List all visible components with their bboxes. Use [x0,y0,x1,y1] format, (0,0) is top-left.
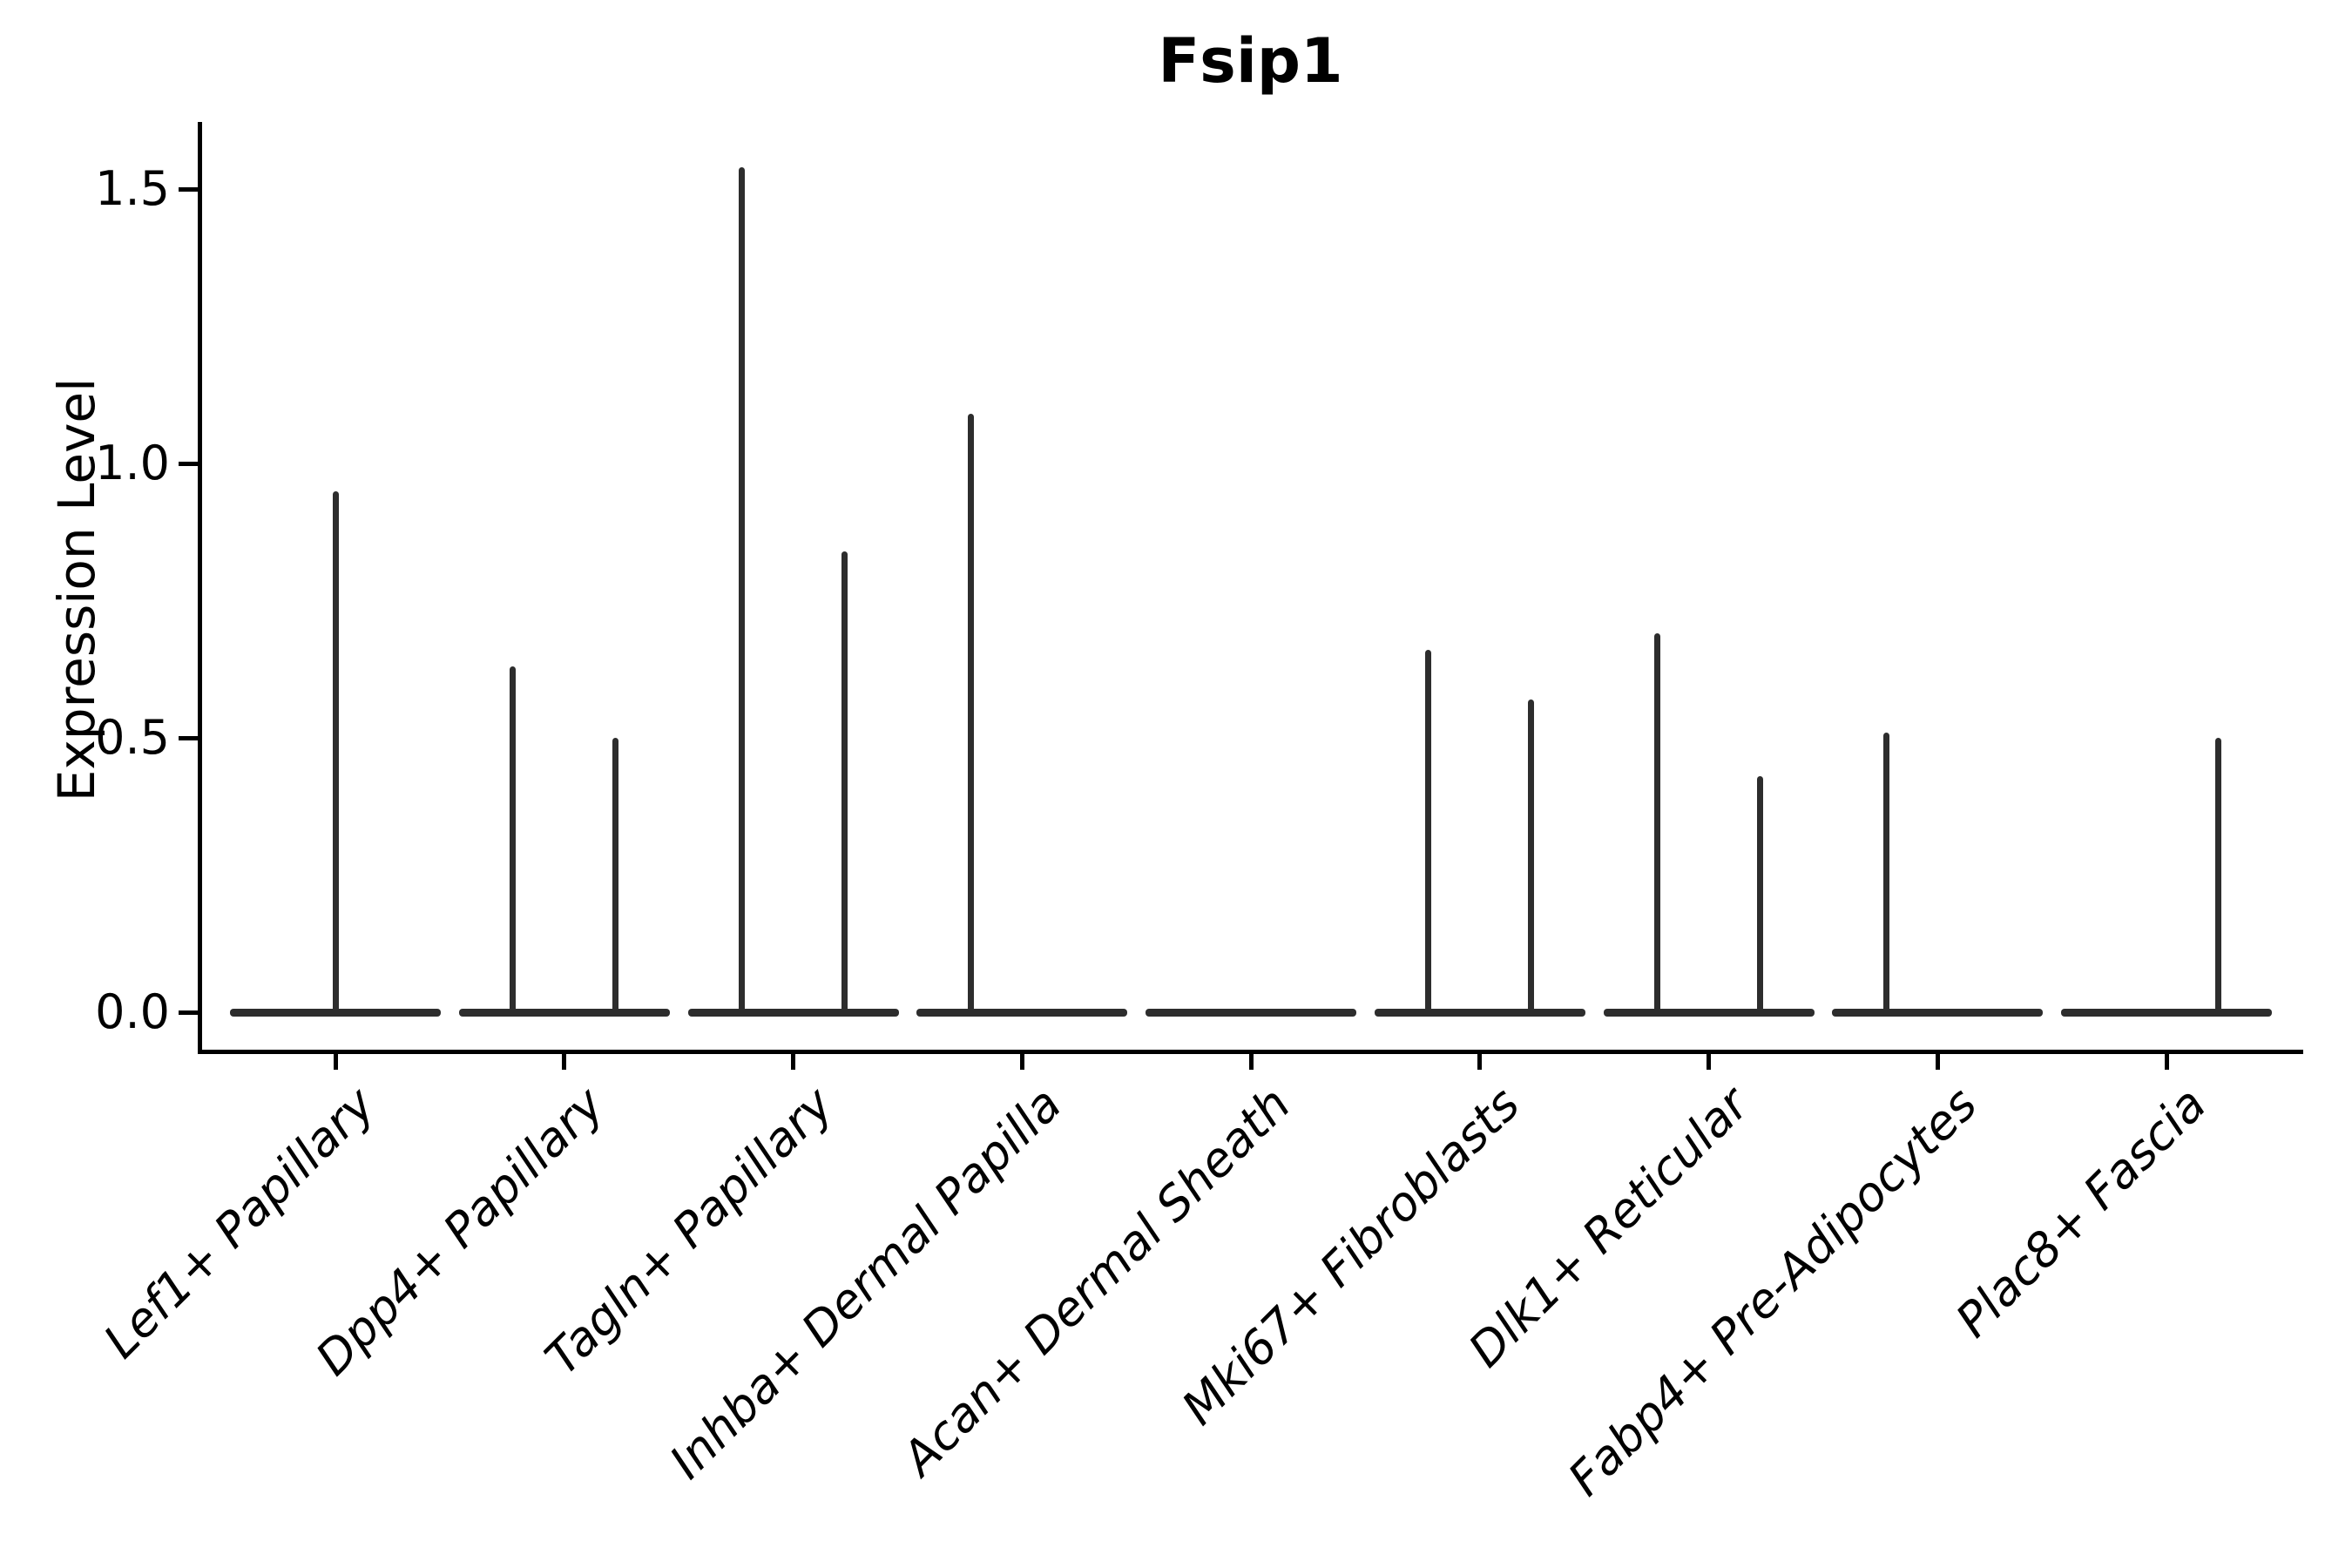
x-tick-label: Mki67+ Fibroblasts [1171,1076,1531,1436]
x-tick-mark [562,1054,567,1070]
y-tick-mark [179,462,198,466]
violin-spike [612,738,619,1015]
y-tick-label: 1.5 [95,161,170,216]
x-tick-mark [1935,1054,1940,1070]
x-tick-label: Plac8+ Fascia [1945,1076,2217,1348]
x-tick-mark [1019,1054,1024,1070]
y-tick-mark [179,1010,198,1015]
chart-title: Fsip1 [1158,25,1343,97]
violin-spike [510,666,517,1015]
x-tick-mark [1477,1054,1483,1070]
y-tick-label: 0.0 [95,984,170,1039]
x-tick-mark [2164,1054,2169,1070]
x-tick-mark [1707,1054,1711,1070]
violin-baseline [1146,1008,1356,1017]
x-tick-label: Acan+ Dermal Sheath [891,1076,1301,1486]
violin-baseline [458,1008,670,1017]
violin-baseline [687,1008,899,1017]
violin-spike [1425,650,1432,1015]
x-tick-mark [333,1054,338,1070]
violin-baseline [1603,1008,1815,1017]
violin-spike [841,551,848,1015]
violin-spike [2214,738,2221,1015]
violin-spike [967,414,974,1015]
violin-spike [1882,732,1889,1015]
y-tick-mark [179,736,198,740]
violin-spike [739,166,745,1015]
x-tick-label: Tagln+ Papillary [534,1076,843,1386]
y-tick-label: 0.5 [95,710,170,765]
violin-spike [1528,699,1535,1015]
x-tick-label: Dpp4+ Papillary [305,1076,615,1386]
x-tick-mark [1248,1054,1254,1070]
y-tick-mark [179,187,198,192]
plot-area [198,122,2303,1054]
violin-baseline [916,1008,1128,1017]
violin-spike [1757,776,1763,1015]
x-tick-label: Dlk1+ Reticular [1457,1076,1759,1378]
violin-baseline [1374,1008,1585,1017]
x-tick-label: Fabp4+ Pre-Adipocytes [1558,1076,1988,1507]
violin-baseline [2061,1008,2272,1017]
y-tick-label: 1.0 [95,436,170,490]
x-tick-label: Inhba+ Dermal Papilla [659,1076,1072,1490]
violin-spike [1654,633,1660,1015]
violin-baseline [1832,1008,2044,1017]
y-axis-label: Expression Level [47,377,106,802]
x-tick-mark [791,1054,795,1070]
violin-spike [332,490,339,1015]
